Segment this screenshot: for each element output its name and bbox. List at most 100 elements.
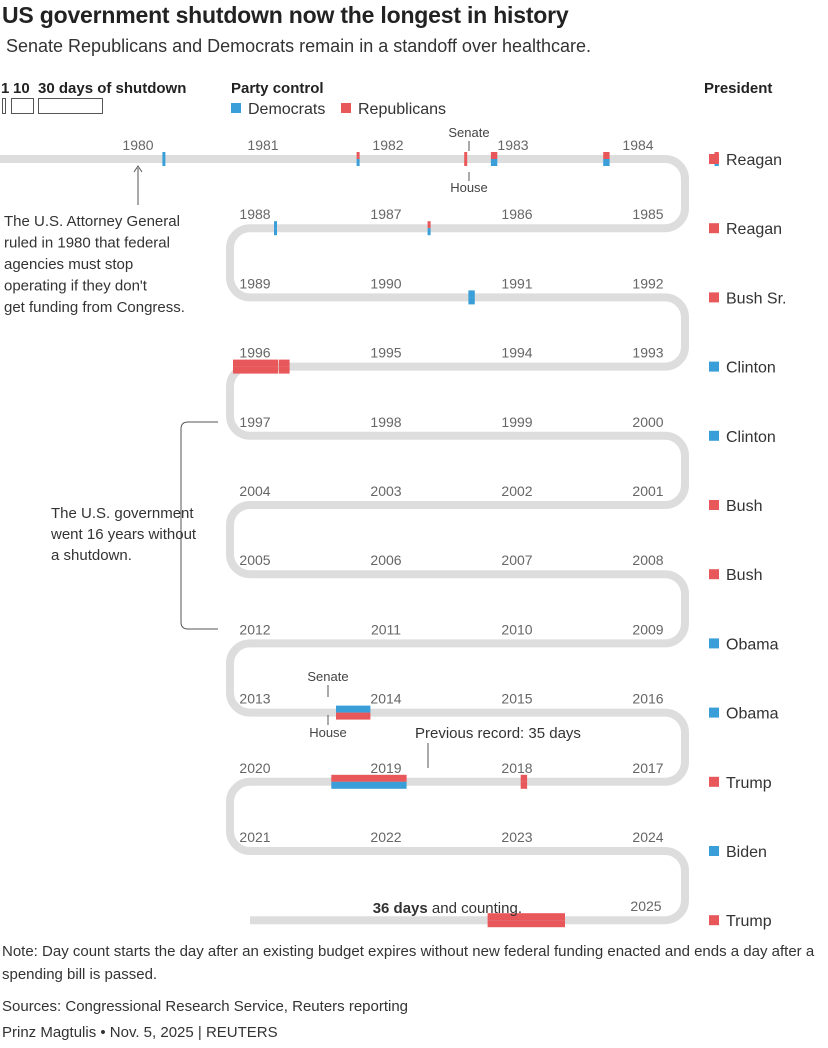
- shutdown-bar-2018-12-22-top: [331, 774, 407, 782]
- president-column-title: President: [704, 80, 772, 97]
- previous-record-label: Previous record: 35 days: [415, 725, 581, 742]
- shutdown-bar-1990-10-05-top: [468, 290, 475, 298]
- gap-text-line: The U.S. government: [51, 505, 194, 522]
- current-count-label: 36 days and counting.: [373, 900, 522, 917]
- shutdown-bar-2025-10-01-top: [487, 913, 565, 921]
- ag-text-line: get funding from Congress.: [4, 299, 185, 316]
- house-label-1983: House: [450, 180, 488, 195]
- year-label-2005: 2005: [239, 552, 270, 568]
- shutdown-bar-2025-10-01-bottom: [487, 920, 565, 928]
- year-label-1990: 1990: [370, 275, 401, 291]
- shutdown-bar-1995-11-13-bottom: [278, 366, 290, 374]
- year-label-2020: 2020: [239, 760, 270, 776]
- president-swatch-row-10: [709, 776, 719, 787]
- senate-label-2013: Senate: [307, 669, 348, 684]
- ag-text-line: ruled in 1980 that federal: [4, 235, 170, 252]
- shutdown-bar-1982-09-30-top: [464, 152, 468, 159]
- democrats-label: Democrats: [248, 101, 325, 118]
- year-label-1996: 1996: [239, 345, 270, 361]
- president-label-row-9: Obama: [726, 706, 779, 723]
- year-label-2016: 2016: [632, 691, 663, 707]
- president-swatch-row-9: [709, 707, 719, 718]
- year-label-2000: 2000: [632, 414, 663, 430]
- ag-text-line: operating if they don't: [4, 278, 148, 295]
- year-label-1997: 1997: [239, 414, 270, 430]
- scale-box-1: [2, 98, 6, 114]
- senate-label-1983: Senate: [448, 125, 489, 140]
- scale-box-30: [38, 98, 103, 114]
- president-swatch-row-11: [709, 846, 719, 856]
- president-label-row-12: Trump: [726, 913, 772, 930]
- year-label-2006: 2006: [370, 552, 401, 568]
- shutdown-bar-1982-12-17-bottom: [490, 159, 498, 166]
- year-label-2022: 2022: [370, 829, 401, 845]
- year-label-1988: 1988: [239, 206, 270, 222]
- president-label-row-3: Bush Sr.: [726, 290, 786, 307]
- gap-text-line: a shutdown.: [51, 547, 132, 564]
- scale-box-10: [11, 98, 34, 114]
- year-labels: 1980 1981 1982 1983 1984 1988 1987 1986 1985 1989…: [122, 137, 663, 914]
- year-label-1986: 1986: [501, 206, 532, 222]
- year-label-2001: 2001: [632, 483, 663, 499]
- shutdown-bar-2013-10-01-top: [336, 705, 371, 713]
- president-swatch-row-8: [709, 638, 719, 649]
- scale-label-1: 1: [1, 80, 9, 97]
- president-swatch-row-7: [709, 569, 719, 580]
- year-label-2003: 2003: [370, 483, 401, 499]
- year-label-2012: 2012: [239, 621, 270, 637]
- year-label-1985: 1985: [632, 206, 663, 222]
- democrats-swatch: [231, 103, 241, 113]
- president-swatch-row-6: [709, 500, 719, 510]
- year-label-1994: 1994: [501, 345, 532, 361]
- gap-text-line: went 16 years without: [50, 526, 197, 543]
- year-label-1984: 1984: [622, 137, 653, 153]
- year-label-2015: 2015: [501, 691, 532, 707]
- no-shutdown-text: The U.S. government went 16 years without…: [50, 505, 197, 564]
- shutdown-bar-2018-01-20-top: [520, 774, 528, 782]
- president-swatch-row-5: [709, 430, 719, 441]
- president-label-row-6: Bush: [726, 498, 762, 515]
- shutdown-bar-1980-05-01-top: [162, 152, 166, 159]
- shutdown-bar-2018-12-22-bottom: [331, 781, 407, 789]
- note-text: Note: Day count starts the day after an …: [2, 943, 815, 983]
- year-label-2014: 2014: [370, 691, 401, 707]
- scale-legend: 1 10 30 days of shutdown: [1, 80, 186, 114]
- president-label-row-2: Reagan: [726, 221, 782, 238]
- president-swatch-row-3: [709, 292, 719, 303]
- no-shutdown-bracket: [180, 421, 218, 630]
- president-swatch-row-12: [709, 915, 719, 926]
- shutdown-bar-1995-12-15-top: [233, 359, 279, 367]
- no-shutdown-annotation: The U.S. government went 16 years without…: [50, 421, 218, 630]
- scale-label-30: 30 days of shutdown: [38, 80, 186, 97]
- shutdown-bar-1983-11-10-top: [603, 152, 610, 159]
- year-label-2011: 2011: [371, 621, 401, 637]
- year-label-2019: 2019: [370, 760, 401, 776]
- president-swatch-row-2: [709, 223, 719, 234]
- president-label-row-7: Bush: [726, 567, 762, 584]
- shutdown-bar-1982-09-30-bottom: [464, 159, 468, 166]
- year-label-2010: 2010: [501, 621, 532, 637]
- house-label-2013: House: [309, 725, 347, 740]
- year-label-2018: 2018: [501, 760, 532, 776]
- ag-ruling-annotation: The U.S. Attorney General ruled in 1980 t…: [4, 165, 185, 316]
- year-label-2024: 2024: [632, 829, 663, 845]
- scale-label-10: 10: [13, 80, 30, 97]
- current-days-bold: 36 days: [373, 900, 428, 917]
- shutdown-bar-1982-12-17-top: [490, 152, 498, 159]
- year-label-1980: 1980: [122, 137, 153, 153]
- year-label-2004: 2004: [239, 483, 270, 499]
- president-swatch-row-4: [709, 361, 719, 372]
- shutdown-bar-1981-11-20-top: [356, 152, 360, 159]
- year-label-1983: 1983: [497, 137, 528, 153]
- year-label-2021: 2021: [239, 829, 270, 845]
- year-label-2007: 2007: [501, 552, 532, 568]
- shutdown-bar-1980-05-01-bottom: [162, 159, 166, 166]
- president-label-row-4: Clinton: [726, 360, 776, 377]
- year-label-2008: 2008: [632, 552, 663, 568]
- ag-text-line: The U.S. Attorney General: [4, 213, 180, 230]
- shutdown-bar-1987-12-18-top: [274, 221, 277, 229]
- shutdown-bar-2018-01-20-bottom: [520, 781, 528, 789]
- timeline-track: [0, 155, 689, 925]
- year-label-1992: 1992: [632, 275, 663, 291]
- year-label-2013: 2013: [239, 691, 270, 707]
